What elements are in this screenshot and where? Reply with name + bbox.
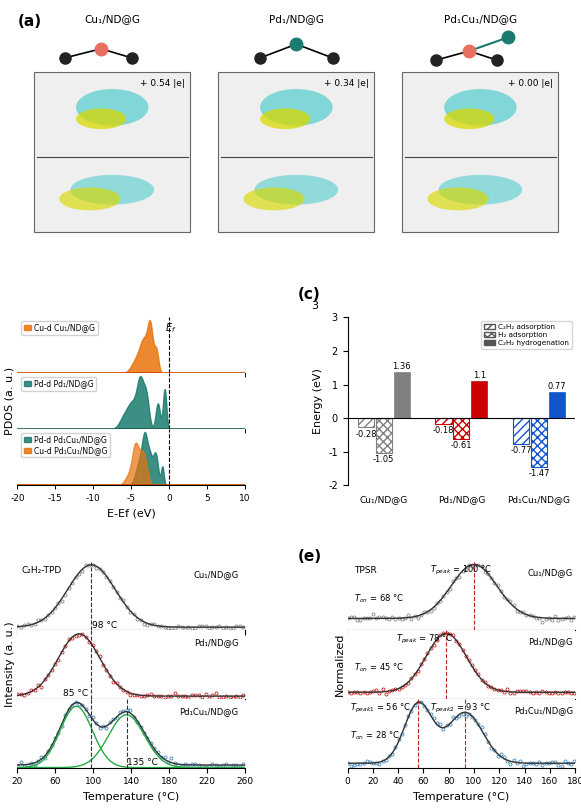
Legend: C₂H₂ adsorption, H₂ adsorption, C₂H₂ hydrogenation: C₂H₂ adsorption, H₂ adsorption, C₂H₂ hyd… bbox=[481, 321, 572, 349]
Ellipse shape bbox=[243, 187, 304, 210]
Bar bbox=[549, 392, 565, 418]
Text: Pd₁/ND@G: Pd₁/ND@G bbox=[528, 638, 573, 646]
Legend: Pd-d Pd₁Cu₁/ND@G, Cu-d Pd₁Cu₁/ND@G: Pd-d Pd₁Cu₁/ND@G, Cu-d Pd₁Cu₁/ND@G bbox=[21, 433, 110, 457]
Text: 1.36: 1.36 bbox=[392, 362, 411, 371]
Text: -1.47: -1.47 bbox=[528, 469, 550, 478]
Text: Cu₁/ND@G: Cu₁/ND@G bbox=[84, 15, 140, 24]
Ellipse shape bbox=[439, 175, 522, 204]
Y-axis label: Energy (eV): Energy (eV) bbox=[313, 368, 322, 434]
Text: -0.61: -0.61 bbox=[451, 440, 472, 449]
Ellipse shape bbox=[260, 108, 310, 129]
Text: Cu₁/ND@G: Cu₁/ND@G bbox=[528, 569, 573, 578]
X-axis label: E-Ef (eV): E-Ef (eV) bbox=[107, 509, 156, 519]
Text: Pd₁Cu₁/ND@G: Pd₁Cu₁/ND@G bbox=[444, 15, 517, 24]
Ellipse shape bbox=[444, 89, 517, 126]
Legend: Pd-d Pd₁/ND@G: Pd-d Pd₁/ND@G bbox=[21, 377, 96, 391]
Ellipse shape bbox=[254, 175, 338, 204]
Ellipse shape bbox=[76, 89, 149, 126]
Text: $T_{peak2}$ = 93 °C: $T_{peak2}$ = 93 °C bbox=[430, 701, 490, 715]
Bar bbox=[471, 381, 487, 418]
Text: (c): (c) bbox=[297, 287, 320, 302]
Text: 3: 3 bbox=[311, 301, 318, 310]
Text: -0.28: -0.28 bbox=[355, 430, 376, 439]
Text: 98 °C: 98 °C bbox=[92, 621, 117, 629]
Text: Pd₁Cu₁/ND@G: Pd₁Cu₁/ND@G bbox=[514, 706, 573, 715]
Text: 135 °C: 135 °C bbox=[127, 758, 159, 767]
Text: Pd₁Cu₁/ND@G: Pd₁Cu₁/ND@G bbox=[179, 707, 238, 716]
Text: 1.1: 1.1 bbox=[473, 371, 486, 380]
FancyBboxPatch shape bbox=[218, 72, 374, 232]
Text: $T_{peak1}$ = 56 °C: $T_{peak1}$ = 56 °C bbox=[350, 701, 411, 715]
X-axis label: Temperature (°C): Temperature (°C) bbox=[83, 792, 180, 802]
Y-axis label: Normalized: Normalized bbox=[335, 633, 345, 696]
Bar bbox=[531, 418, 547, 468]
Bar bbox=[453, 418, 469, 439]
Ellipse shape bbox=[59, 187, 121, 210]
Ellipse shape bbox=[70, 175, 154, 204]
Bar bbox=[376, 418, 392, 453]
Text: $T_{on}$ = 28 °C: $T_{on}$ = 28 °C bbox=[350, 730, 400, 743]
Ellipse shape bbox=[260, 89, 332, 126]
Text: Cu₁/ND@G: Cu₁/ND@G bbox=[193, 570, 238, 579]
Text: $T_{peak}$ = 100 °C: $T_{peak}$ = 100 °C bbox=[430, 564, 492, 578]
Text: $T_{peak}$ = 78 °C: $T_{peak}$ = 78 °C bbox=[396, 633, 453, 646]
Ellipse shape bbox=[444, 108, 494, 129]
Text: -1.05: -1.05 bbox=[373, 456, 394, 465]
Text: $T_{on}$ = 45 °C: $T_{on}$ = 45 °C bbox=[354, 661, 404, 674]
Ellipse shape bbox=[76, 108, 126, 129]
Text: $E_f$: $E_f$ bbox=[165, 322, 177, 335]
Y-axis label: PDOS (a. u.): PDOS (a. u.) bbox=[5, 368, 15, 436]
Text: (e): (e) bbox=[297, 549, 321, 564]
Text: C₂H₂-TPD: C₂H₂-TPD bbox=[22, 566, 62, 575]
Text: -0.18: -0.18 bbox=[433, 426, 454, 436]
Text: Pd₁/ND@G: Pd₁/ND@G bbox=[269, 15, 324, 24]
Text: + 0.00 |e|: + 0.00 |e| bbox=[508, 78, 553, 87]
Text: (a): (a) bbox=[17, 15, 42, 29]
X-axis label: Temperature (°C): Temperature (°C) bbox=[413, 792, 510, 802]
Text: 0.77: 0.77 bbox=[547, 382, 566, 391]
Text: TPSR: TPSR bbox=[354, 566, 377, 575]
FancyBboxPatch shape bbox=[402, 72, 558, 232]
Bar bbox=[513, 418, 529, 444]
Text: + 0.54 |e|: + 0.54 |e| bbox=[140, 78, 185, 87]
Legend: Cu-d Cu₁/ND@G: Cu-d Cu₁/ND@G bbox=[21, 322, 98, 335]
Y-axis label: Intensity (a. u.): Intensity (a. u.) bbox=[5, 622, 15, 708]
Text: + 0.34 |e|: + 0.34 |e| bbox=[324, 78, 369, 87]
Bar bbox=[436, 418, 451, 424]
FancyBboxPatch shape bbox=[34, 72, 191, 232]
Bar bbox=[358, 418, 374, 427]
Text: 85 °C: 85 °C bbox=[63, 689, 88, 698]
Bar bbox=[393, 372, 410, 418]
Text: -0.77: -0.77 bbox=[510, 446, 532, 455]
Text: $T_{on}$ = 68 °C: $T_{on}$ = 68 °C bbox=[354, 592, 404, 605]
Text: Pd₁/ND@G: Pd₁/ND@G bbox=[193, 638, 238, 647]
Ellipse shape bbox=[428, 187, 489, 210]
